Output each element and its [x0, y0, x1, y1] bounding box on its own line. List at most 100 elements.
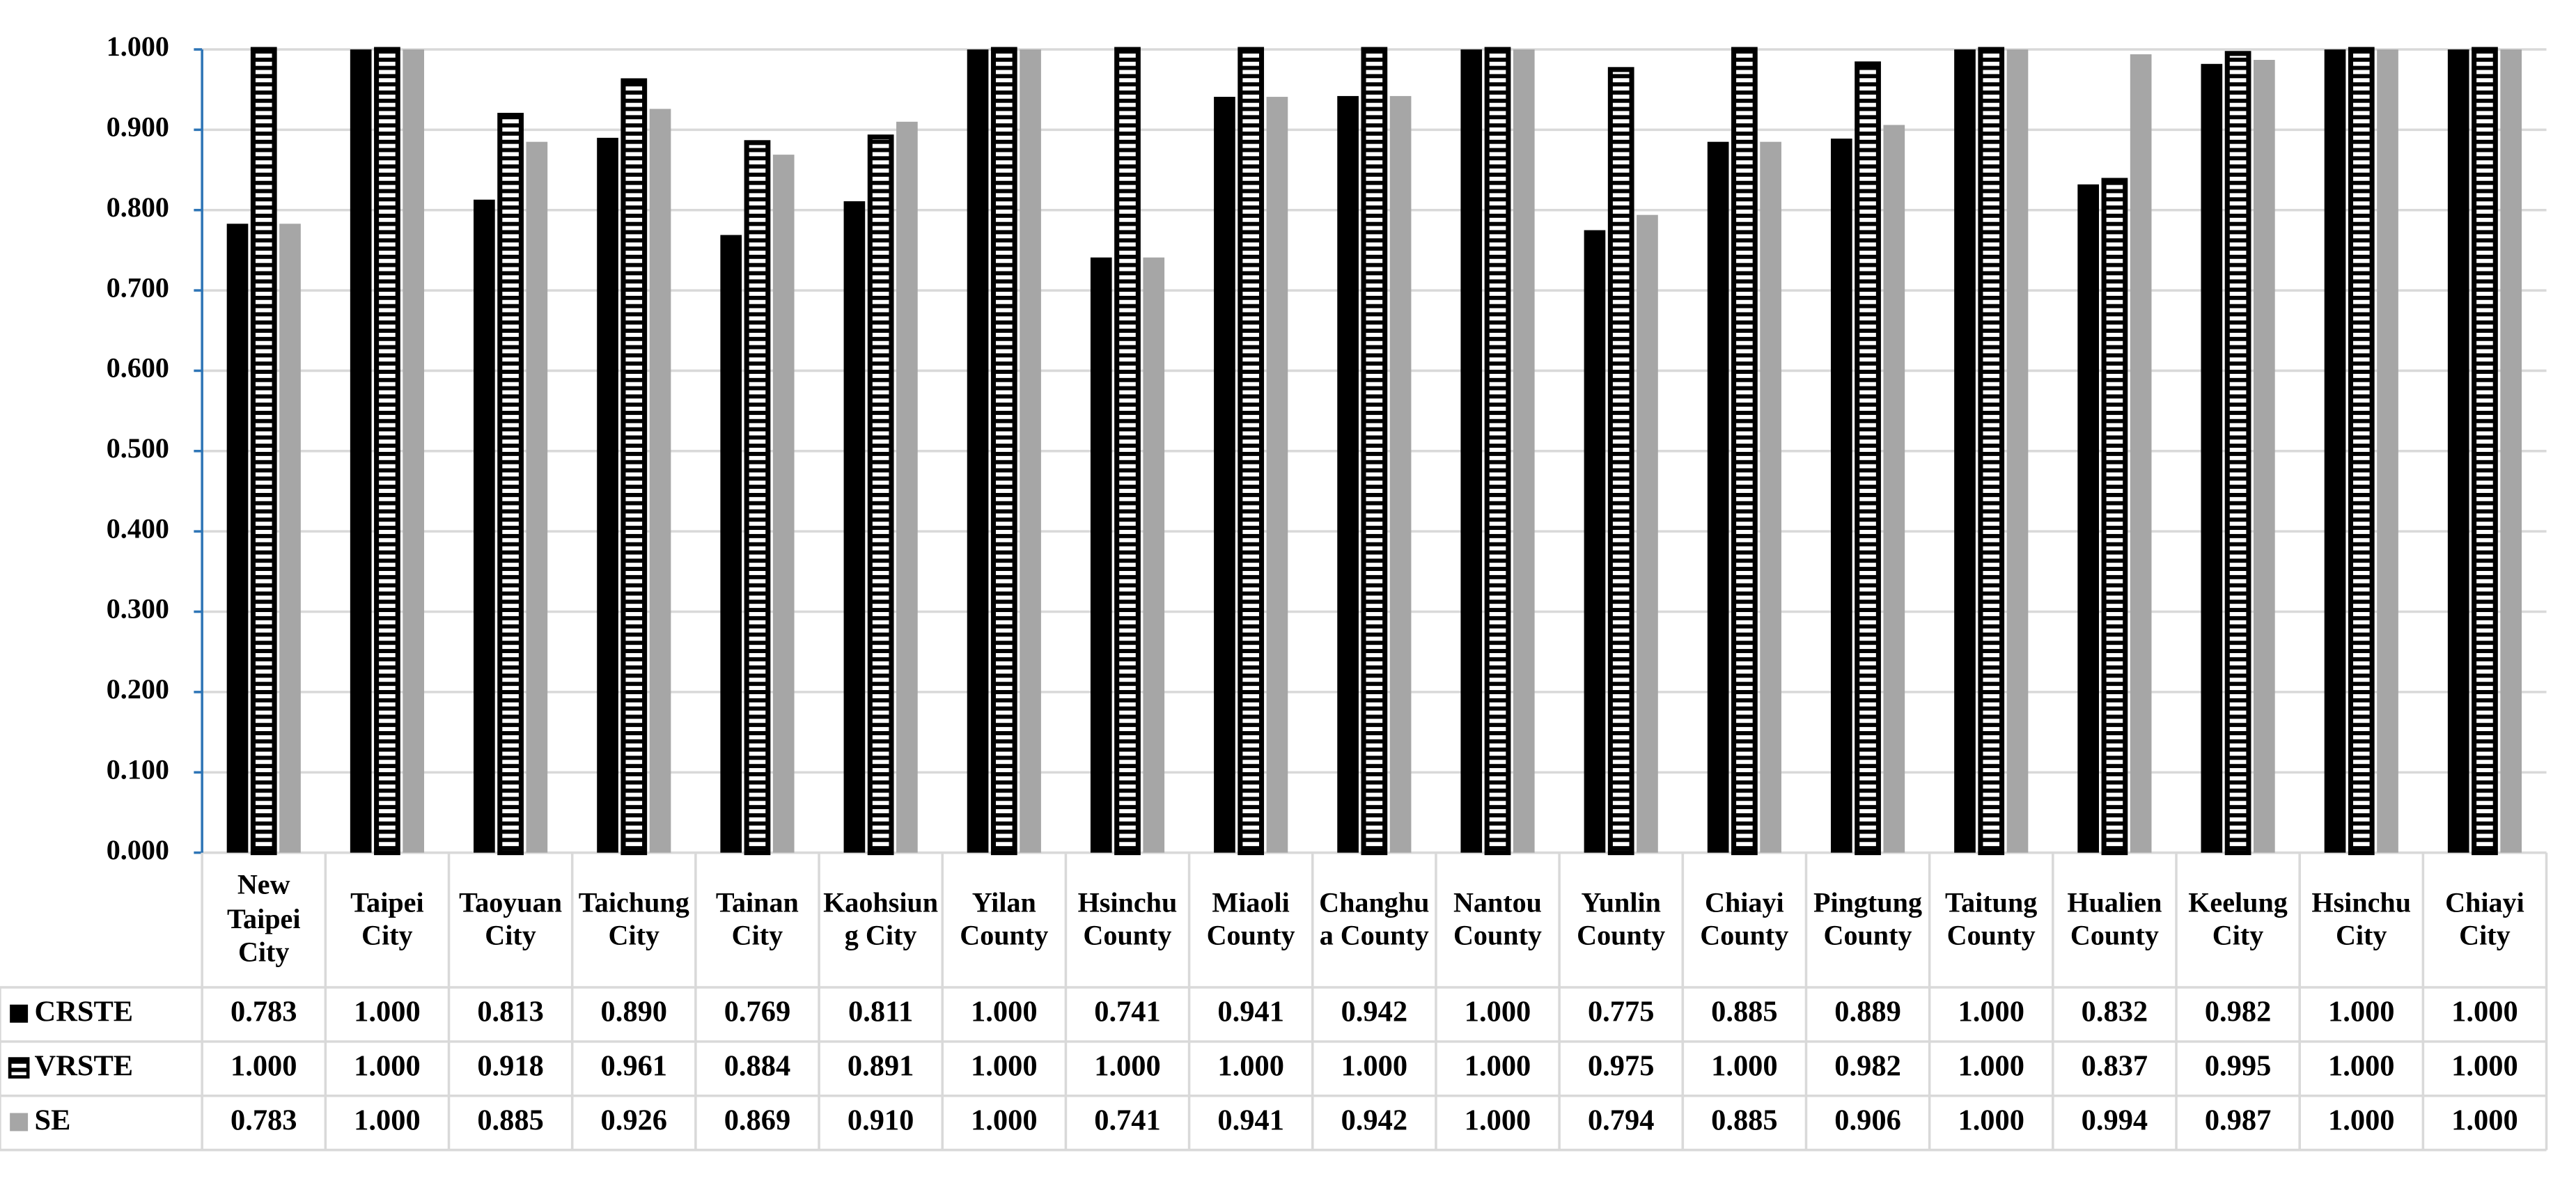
legend-label: VRSTE: [35, 1050, 134, 1083]
table-value: 0.783: [231, 996, 297, 1028]
table-value: 1.000: [2328, 996, 2395, 1028]
bar: [1090, 257, 1112, 853]
bar: [744, 140, 771, 856]
bar: [1707, 141, 1729, 853]
bar: [1266, 97, 1288, 853]
bar: [1954, 49, 1976, 853]
legend-swatch: [8, 1057, 30, 1079]
table-value: 0.987: [2205, 1104, 2272, 1136]
table-value: 0.890: [601, 996, 668, 1028]
category-cell: Taipei City: [350, 886, 424, 951]
table-value: 0.769: [724, 996, 791, 1028]
y-tick-label: 0.100: [107, 753, 169, 785]
bar: [1855, 61, 1881, 856]
table-value: 1.000: [1711, 1050, 1778, 1083]
x-tick-label: Taitung County: [1945, 886, 2038, 952]
table-value: 1.000: [354, 996, 421, 1028]
bar: [2324, 49, 2346, 853]
bar: [226, 224, 249, 853]
category-cell: Hsinchu City: [2311, 886, 2411, 951]
y-tick-label: 1.000: [107, 31, 169, 62]
category-cell: Chiayi City: [2445, 886, 2524, 952]
x-tick-label: Hualien County: [2067, 886, 2162, 952]
table-value: 1.000: [354, 1050, 421, 1083]
table-value: 1.000: [2451, 1050, 2518, 1083]
category-cell: Yilan County: [960, 886, 1048, 951]
table-value: 0.942: [1341, 1104, 1408, 1136]
table-value: 1.000: [1465, 1104, 1531, 1136]
category-cell: Changhua County: [1319, 886, 1430, 952]
bar: [374, 47, 400, 856]
bar: [1143, 257, 1165, 853]
y-tick-label: 0.000: [107, 834, 169, 865]
bar: [279, 224, 301, 853]
x-tick-label: Kaohsiung City: [823, 886, 939, 952]
category-cell: Yunlin County: [1577, 886, 1665, 951]
table-value: 1.000: [2451, 996, 2518, 1028]
table-value: 1.000: [971, 1050, 1038, 1083]
legend-swatch: [10, 1113, 29, 1131]
bar: [896, 121, 918, 853]
bar: [1361, 47, 1388, 856]
x-tick-label: Hsinchu County: [1077, 886, 1178, 952]
bar: [1760, 141, 1781, 853]
bar: [1978, 47, 2005, 856]
bar: [1484, 47, 1511, 856]
bar: [720, 235, 742, 853]
table-value: 1.000: [1465, 1050, 1531, 1083]
bar: [990, 47, 1017, 856]
bar: [1731, 47, 1758, 856]
bar: [474, 199, 495, 853]
bar: [497, 113, 524, 856]
bar: [1584, 230, 1606, 853]
bar: [1607, 67, 1634, 856]
bar: [597, 137, 618, 853]
x-tick-label: Taoyuan City: [459, 886, 563, 952]
table-value: 0.811: [848, 996, 913, 1028]
bar: [1020, 49, 1041, 853]
table-value: 0.885: [477, 1104, 544, 1136]
table-value: 0.783: [231, 1104, 297, 1136]
table-value: 0.982: [2205, 996, 2272, 1028]
bar: [1637, 214, 1658, 853]
table-value: 0.961: [601, 1050, 668, 1083]
bar: [1830, 139, 1852, 853]
table-value: 0.885: [1711, 996, 1778, 1028]
table-value: 1.000: [1958, 1104, 2024, 1136]
y-tick-label: 0.900: [107, 111, 169, 143]
table-value: 0.884: [724, 1050, 791, 1083]
category-cell: Taichung City: [579, 886, 689, 951]
table-value: 0.885: [1711, 1104, 1778, 1136]
bar: [350, 49, 372, 853]
bar: [1337, 95, 1359, 853]
y-tick-label: 0.300: [107, 593, 169, 625]
legend-label: SE: [35, 1104, 71, 1136]
bar: [250, 47, 277, 856]
table-value: 1.000: [2328, 1104, 2395, 1136]
category-cell: Keelung City: [2188, 886, 2288, 951]
bar: [967, 49, 989, 853]
bar: [2472, 47, 2498, 856]
x-tick-label: Nantou County: [1453, 886, 1543, 952]
table-value: 1.000: [1217, 1050, 1284, 1083]
bar: [1114, 47, 1141, 856]
x-tick-label: Chiayi County: [1700, 886, 1789, 952]
table-value: 0.926: [601, 1104, 668, 1136]
y-tick-label: 0.700: [107, 272, 169, 303]
x-tick-label: Chiayi City: [2445, 886, 2524, 952]
x-tick-label: Changhua County: [1319, 886, 1430, 952]
table-value: 0.813: [477, 996, 544, 1028]
bar: [843, 201, 866, 853]
category-cell: Taitung County: [1945, 886, 2038, 952]
bar: [620, 78, 648, 856]
table-value: 1.000: [971, 1104, 1038, 1136]
bar: [1214, 97, 1235, 853]
table-value: 1.000: [1465, 996, 1531, 1028]
bar: [2348, 47, 2375, 856]
category-cell: Pingtung County: [1813, 886, 1922, 951]
bar: [2254, 60, 2275, 853]
bar: [1389, 95, 1412, 853]
y-tick-label: 0.200: [107, 673, 169, 705]
table-value: 0.982: [1834, 1050, 1901, 1083]
